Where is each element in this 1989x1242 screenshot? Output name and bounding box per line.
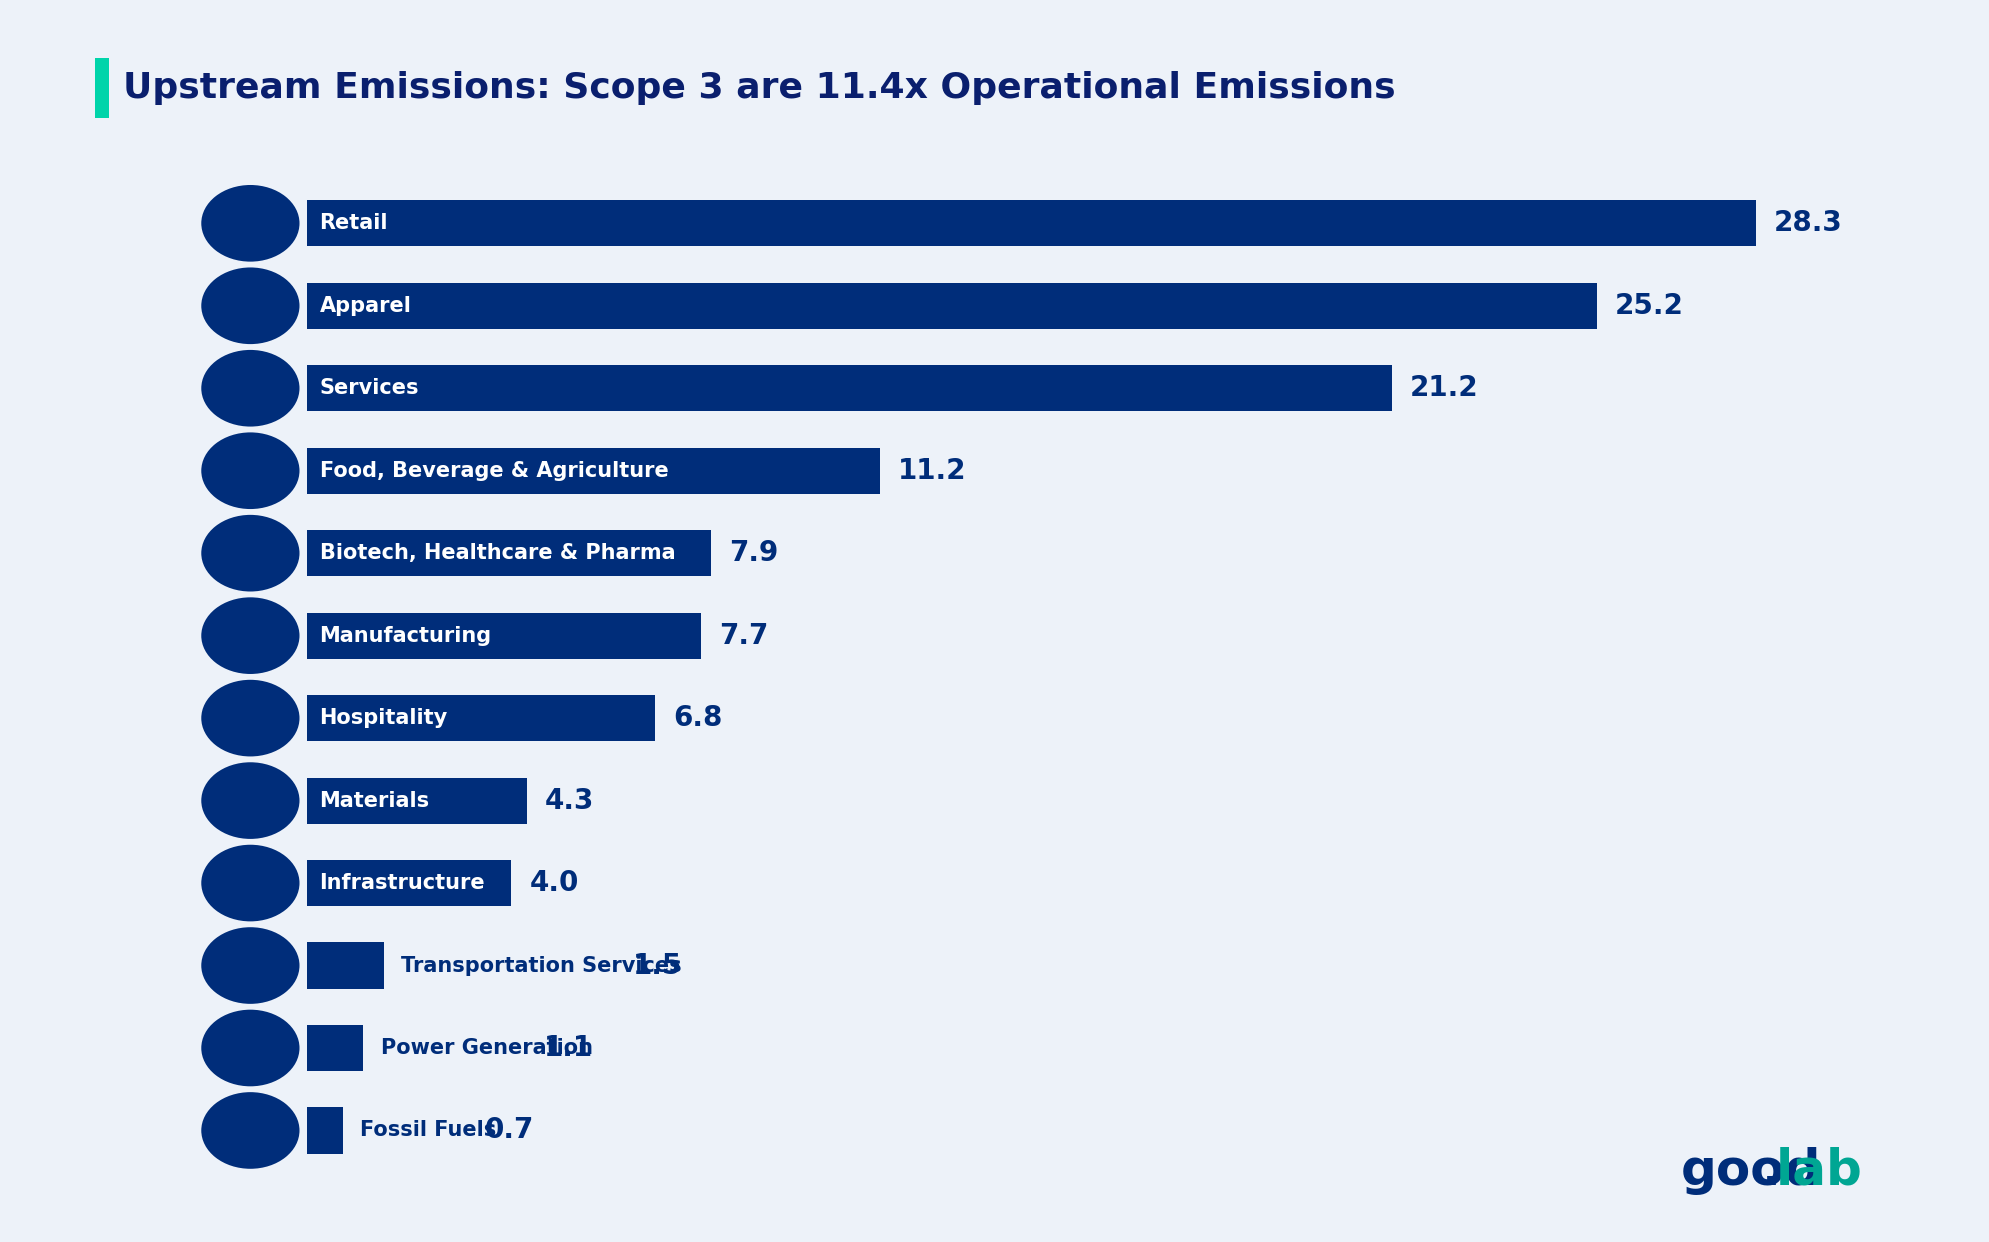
Ellipse shape [199, 842, 302, 924]
Bar [306, 1108, 342, 1154]
Text: Apparel: Apparel [320, 296, 412, 315]
Text: Upstream Emissions: Scope 3 are 11.4x Operational Emissions: Upstream Emissions: Scope 3 are 11.4x Op… [123, 71, 1396, 106]
Bar [306, 283, 1597, 329]
Text: Infrastructure: Infrastructure [320, 873, 485, 893]
Bar [306, 447, 879, 494]
Text: Power Generation: Power Generation [382, 1038, 593, 1058]
Text: 6.8: 6.8 [672, 704, 722, 732]
Text: good: good [1681, 1146, 1822, 1195]
Bar [306, 943, 384, 989]
Ellipse shape [199, 1007, 302, 1088]
Text: Retail: Retail [320, 214, 388, 233]
Text: Hospitality: Hospitality [320, 708, 448, 728]
Bar [306, 365, 1392, 411]
Text: 0.7: 0.7 [485, 1117, 535, 1144]
Ellipse shape [199, 183, 302, 263]
Text: 28.3: 28.3 [1774, 210, 1842, 237]
Text: 7.9: 7.9 [730, 539, 778, 568]
Bar [306, 859, 511, 907]
Text: 1.1: 1.1 [545, 1035, 593, 1062]
Text: Materials: Materials [320, 791, 430, 811]
Ellipse shape [199, 760, 302, 841]
Text: Biotech, Healthcare & Pharma: Biotech, Healthcare & Pharma [320, 543, 674, 563]
Bar [306, 696, 654, 741]
Text: 25.2: 25.2 [1615, 292, 1683, 319]
Ellipse shape [199, 1090, 302, 1171]
Text: 21.2: 21.2 [1410, 374, 1478, 402]
Text: 4.3: 4.3 [545, 786, 595, 815]
Text: 11.2: 11.2 [897, 457, 967, 484]
Text: 1.5: 1.5 [633, 951, 682, 980]
Ellipse shape [199, 266, 302, 347]
Bar [306, 777, 527, 823]
Text: Manufacturing: Manufacturing [320, 626, 491, 646]
Text: Food, Beverage & Agriculture: Food, Beverage & Agriculture [320, 461, 668, 481]
Bar [306, 612, 700, 658]
Bar [306, 1025, 364, 1071]
Text: Fossil Fuels: Fossil Fuels [360, 1120, 497, 1140]
Ellipse shape [199, 925, 302, 1006]
Ellipse shape [199, 595, 302, 676]
Text: Services: Services [320, 379, 420, 399]
Ellipse shape [199, 348, 302, 428]
Text: .: . [1762, 1146, 1782, 1195]
Ellipse shape [199, 513, 302, 594]
Text: lab: lab [1776, 1146, 1864, 1195]
Text: 7.7: 7.7 [718, 622, 768, 650]
Text: Transportation Services: Transportation Services [402, 955, 682, 975]
Bar [306, 530, 712, 576]
Ellipse shape [199, 430, 302, 512]
Bar [306, 200, 1756, 246]
Ellipse shape [199, 678, 302, 759]
Text: 4.0: 4.0 [529, 869, 579, 897]
